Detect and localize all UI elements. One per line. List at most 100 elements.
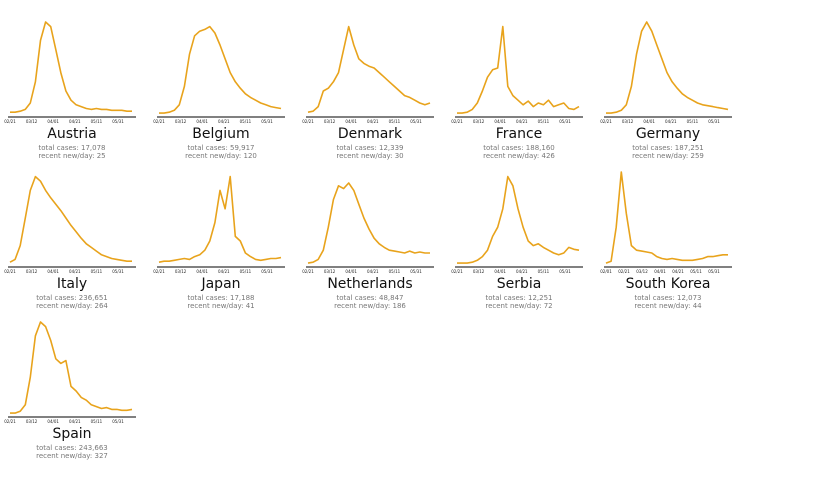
recent-new: recent new/day: 30 [336, 152, 403, 160]
total-cases: total cases: 17,188 [187, 294, 254, 302]
country-chart: 02/21 03/12 04/01 04/21 05/11 05/31 Denmark tot… [302, 25, 434, 160]
x-tick-label: 03/12 [175, 119, 187, 124]
x-tick-label: 04/21 [672, 269, 684, 274]
x-tick-label: 03/12 [324, 269, 336, 274]
x-tick-label: 04/01 [654, 269, 666, 274]
x-tick-label: 05/11 [538, 119, 550, 124]
recent-new: recent new/day: 120 [185, 152, 257, 160]
x-tick-label: 02/21 [4, 119, 16, 124]
country-chart: 02/21 03/12 04/01 04/21 05/11 05/31 Spain total… [4, 321, 136, 460]
x-tick-label: 03/12 [324, 119, 336, 124]
total-cases: total cases: 243,663 [36, 444, 108, 452]
total-cases: total cases: 59,917 [187, 144, 254, 152]
x-tick-label: 02/21 [618, 269, 630, 274]
x-tick-label: 02/21 [153, 269, 165, 274]
total-cases: total cases: 236,651 [36, 294, 108, 302]
country-chart: 02/21 03/12 04/01 04/21 05/11 05/31 Germany tot… [600, 21, 732, 160]
country-name: Japan [200, 276, 240, 292]
x-tick-label: 04/01 [494, 119, 506, 124]
x-tick-label: 04/01 [345, 119, 357, 124]
x-tick-label: 04/21 [665, 119, 677, 124]
line [10, 21, 132, 113]
x-tick-label: 05/31 [708, 269, 720, 274]
x-tick-label: 05/11 [91, 419, 103, 424]
country-chart: 02/21 03/12 04/01 04/21 05/11 05/31 Belgium tot… [153, 25, 285, 160]
recent-new: recent new/day: 72 [485, 302, 552, 310]
country-name: Netherlands [327, 276, 412, 292]
x-tick-label: 05/11 [240, 119, 252, 124]
line [457, 25, 580, 114]
x-tick-label: 05/31 [112, 119, 124, 124]
x-tick-label: 04/01 [196, 119, 208, 124]
x-tick-label: 05/31 [559, 119, 571, 124]
recent-new: recent new/day: 25 [38, 152, 105, 160]
recent-new: recent new/day: 259 [632, 152, 704, 160]
x-tick-label: 02/21 [4, 269, 16, 274]
x-tick-label: 03/12 [636, 269, 648, 274]
country-name: France [496, 126, 543, 142]
x-tick-label: 04/21 [69, 269, 81, 274]
x-tick-label: 02/21 [451, 119, 463, 124]
x-tick-label: 05/11 [690, 269, 702, 274]
x-tick-label: 04/21 [516, 269, 528, 274]
total-cases: total cases: 12,073 [634, 294, 701, 302]
x-tick-label: 05/31 [112, 269, 124, 274]
x-tick-label: 05/31 [261, 269, 273, 274]
x-tick-label: 03/12 [473, 119, 485, 124]
country-chart: 02/21 03/12 04/01 04/21 05/11 05/31 Serbia tota… [451, 175, 583, 310]
x-tick-label: 04/21 [69, 419, 81, 424]
x-tick-label: 05/31 [112, 419, 124, 424]
x-tick-label: 05/11 [240, 269, 252, 274]
country-name: Italy [57, 276, 87, 292]
x-tick-label: 04/01 [494, 269, 506, 274]
x-tick-label: 03/12 [26, 419, 38, 424]
country-chart: 02/01 02/21 03/12 04/01 04/21 05/11 05/31 South… [600, 171, 732, 310]
line [605, 171, 728, 264]
country-chart: 02/21 03/12 04/01 04/21 05/11 05/31 Netherland… [302, 182, 434, 310]
line [10, 321, 133, 414]
x-tick-label: 05/31 [261, 119, 273, 124]
x-tick-label: 05/11 [389, 269, 401, 274]
line [307, 25, 431, 113]
x-tick-label: 02/21 [302, 269, 314, 274]
x-tick-label: 05/11 [687, 119, 699, 124]
x-tick-label: 03/12 [622, 119, 634, 124]
line [457, 175, 580, 264]
x-tick-label: 05/11 [389, 119, 401, 124]
x-tick-label: 03/12 [26, 269, 38, 274]
total-cases: total cases: 12,251 [485, 294, 552, 302]
x-tick-label: 02/21 [4, 419, 16, 424]
country-chart: 02/21 03/12 04/01 04/21 05/11 05/31 France tota… [451, 25, 583, 160]
x-tick-label: 02/21 [153, 119, 165, 124]
total-cases: total cases: 17,078 [38, 144, 105, 152]
total-cases: total cases: 12,339 [336, 144, 403, 152]
x-tick-label: 04/21 [367, 119, 379, 124]
country-chart: 02/21 03/12 04/01 04/21 05/11 05/31 Austria tot… [4, 21, 136, 160]
x-tick-label: 02/21 [302, 119, 314, 124]
x-tick-label: 04/01 [345, 269, 357, 274]
x-tick-label: 04/01 [643, 119, 655, 124]
x-tick-label: 03/12 [175, 269, 187, 274]
x-tick-label: 05/11 [538, 269, 550, 274]
recent-new: recent new/day: 186 [334, 302, 406, 310]
recent-new: recent new/day: 264 [36, 302, 108, 310]
line [9, 175, 132, 263]
line [159, 25, 282, 114]
x-tick-label: 04/01 [47, 269, 59, 274]
line [606, 21, 729, 114]
x-tick-label: 05/31 [410, 119, 422, 124]
x-tick-label: 04/01 [47, 419, 59, 424]
country-name: Spain [52, 426, 91, 442]
x-tick-label: 04/21 [218, 119, 230, 124]
x-tick-label: 05/31 [708, 119, 720, 124]
total-cases: total cases: 48,847 [336, 294, 403, 302]
x-tick-label: 02/21 [451, 269, 463, 274]
country-name: Belgium [192, 126, 249, 142]
x-tick-label: 02/01 [600, 269, 612, 274]
x-tick-label: 05/31 [410, 269, 422, 274]
x-tick-label: 02/21 [600, 119, 612, 124]
recent-new: recent new/day: 44 [634, 302, 702, 310]
x-tick-label: 03/12 [26, 119, 38, 124]
country-name: Serbia [497, 276, 542, 292]
